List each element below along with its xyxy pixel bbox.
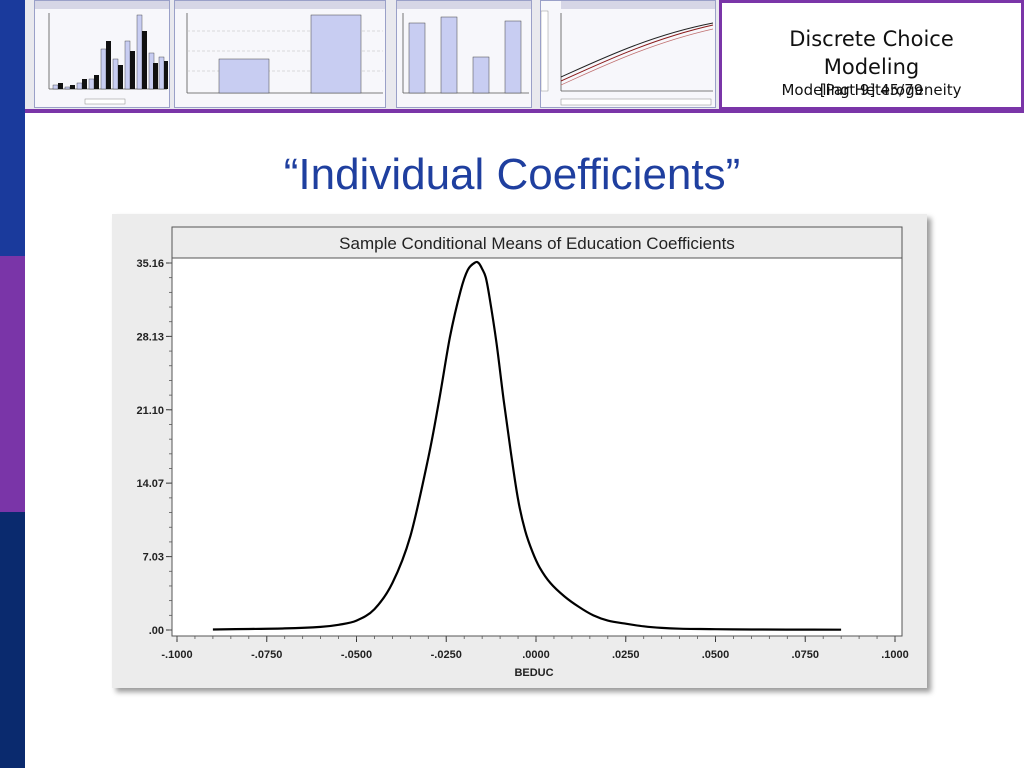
y-tick-label: 28.13 — [136, 331, 164, 343]
y-tick-label: 21.10 — [136, 405, 164, 417]
header-thumbnail-bar-chart — [174, 0, 386, 108]
x-tick-label: .0250 — [612, 649, 640, 661]
density-chart: Sample Conditional Means of Education Co… — [136, 226, 909, 679]
y-tick-label: 14.07 — [136, 478, 164, 490]
section-label: Modeling Heterogeneity — [781, 81, 962, 99]
header-divider — [25, 109, 1024, 113]
chart-title-bar — [171, 226, 903, 259]
x-tick-label: .0750 — [791, 649, 819, 661]
accent-stripe-bottom — [0, 512, 25, 768]
accent-stripe-top — [0, 0, 25, 256]
header-thumbnail-histogram — [34, 0, 170, 108]
course-title-line2: Modeling — [823, 55, 920, 79]
y-tick-label: .00 — [149, 625, 164, 637]
x-tick-label: .0500 — [702, 649, 730, 661]
x-tick-label: -.0750 — [251, 649, 282, 661]
x-tick-label: .1000 — [881, 649, 909, 661]
y-tick-label: 7.03 — [143, 552, 164, 564]
x-axis-label: BEDUC — [514, 667, 553, 679]
header-thumbnail-column-chart — [396, 0, 532, 108]
x-tick-label: -.0250 — [431, 649, 462, 661]
course-title-line1: Discrete Choice — [789, 27, 954, 51]
course-title-box: Discrete Choice Modeling [Part 9] 45/79 … — [719, 0, 1024, 110]
part-label: [Part 9] 45/79 — [819, 81, 924, 99]
slide-title: “Individual Coefficients” — [283, 150, 741, 199]
x-tick-label: -.1000 — [161, 649, 192, 661]
x-axis: -.1000 -.0750 -.0500 -.0250 .0000 .0250 .0500.… — [161, 636, 909, 661]
y-tick-label: 35.16 — [136, 258, 164, 270]
density-curve — [212, 260, 842, 631]
x-tick-label: .0000 — [522, 649, 550, 661]
x-tick-label: -.0500 — [341, 649, 372, 661]
y-axis: .00 7.03 14.07 21.10 28.13 35.16 — [136, 258, 172, 637]
plot-area — [171, 257, 903, 637]
accent-stripe-middle — [0, 256, 25, 512]
header-thumbnail-line-chart — [540, 0, 716, 108]
chart-title: Sample Conditional Means of Education Co… — [339, 234, 735, 253]
